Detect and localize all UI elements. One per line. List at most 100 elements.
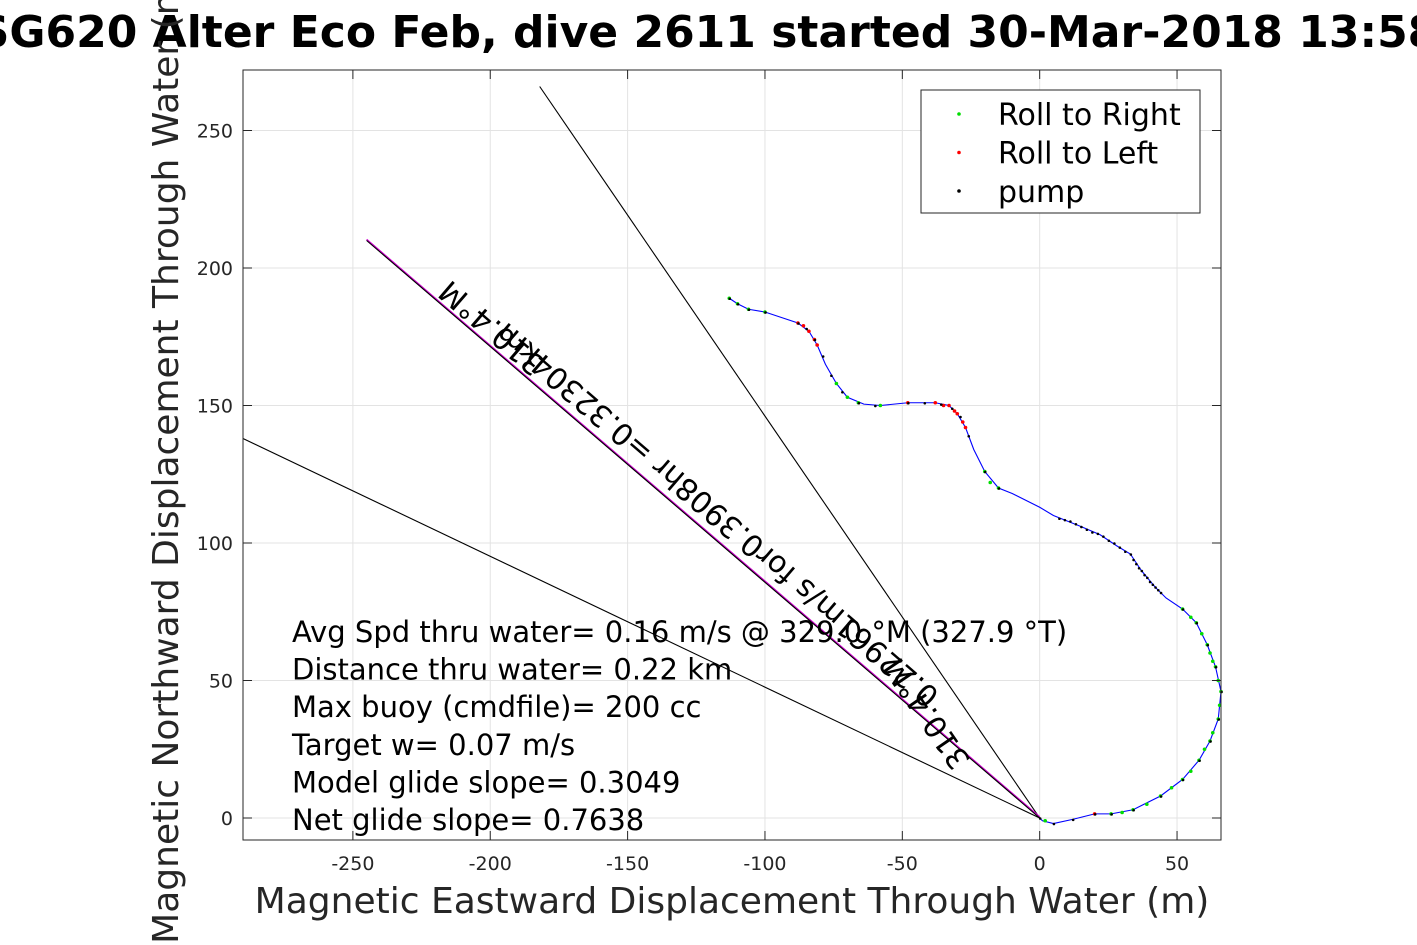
pump-marker — [797, 322, 800, 325]
roll-left-marker — [807, 329, 811, 334]
ticks: -250 -200 -150 -100 -50 0 50 0 50 100 150 200 250 — [197, 70, 1221, 875]
pump-marker — [1129, 553, 1133, 556]
pump-marker — [959, 415, 962, 419]
roll-left-marker — [941, 403, 946, 408]
pump-marker — [764, 311, 767, 314]
pump-marker — [1074, 522, 1078, 526]
pump-marker — [1151, 583, 1155, 587]
reference-line-heading — [366, 238, 1041, 818]
pump-marker — [1096, 532, 1100, 536]
roll-right-marker — [1210, 659, 1215, 664]
pump-marker — [821, 355, 825, 358]
roll-right-marker — [1169, 785, 1174, 790]
pump-marker — [967, 434, 971, 438]
pump-marker — [841, 390, 844, 394]
x-tick-label: -50 — [887, 853, 918, 875]
roll-right-marker — [1145, 802, 1149, 807]
annotation-line: Distance thru water= 0.22 km — [292, 653, 732, 687]
reference-line-ctw — [539, 86, 1041, 819]
pump-marker — [1058, 517, 1061, 521]
legend-marker — [957, 189, 961, 193]
line-label-2: 310.4°M — [877, 651, 978, 775]
roll-left-marker — [955, 411, 960, 416]
roll-left-marker — [963, 425, 968, 430]
pump-marker — [1209, 740, 1212, 743]
line-label-1: 310.4°M — [433, 273, 552, 382]
annotation-line: Model glide slope= 0.3049 — [292, 765, 680, 799]
pump-marker — [1052, 822, 1056, 826]
pump-marker — [830, 374, 833, 378]
pump-marker — [1154, 586, 1157, 589]
pump-marker — [1135, 562, 1138, 566]
pump-marker — [939, 403, 943, 406]
roll-left-marker — [815, 343, 819, 347]
pump-marker — [1137, 566, 1141, 570]
roll-right-marker — [845, 395, 850, 400]
pump-marker — [1181, 608, 1185, 611]
roll-right-marker — [1202, 747, 1207, 752]
roll-left-marker — [947, 403, 951, 408]
roll-right-marker — [1120, 810, 1124, 815]
pump-marker — [1140, 569, 1144, 573]
pump-marker — [1124, 550, 1127, 554]
reference-line-current — [243, 438, 1040, 819]
pump-marker — [1143, 573, 1146, 577]
reference-lines — [243, 86, 1041, 819]
pump-marker — [1069, 520, 1072, 523]
y-axis-label: Magnetic Northward Displacement Through … — [146, 0, 187, 944]
y-tick-label: 250 — [197, 121, 233, 143]
pump-marker — [857, 401, 861, 405]
roll-right-marker — [878, 403, 883, 408]
pump-marker — [747, 308, 751, 312]
y-tick-label: 200 — [197, 258, 233, 280]
pump-marker — [1146, 576, 1149, 580]
axes-box — [242, 69, 1222, 841]
pump-marker — [1206, 643, 1210, 647]
x-tick-label: -150 — [606, 853, 649, 875]
annotation-line: Max buoy (cmdfile)= 200 cc — [292, 690, 701, 724]
roll-right-marker — [1188, 769, 1193, 774]
pump-marker — [874, 404, 877, 408]
markers — [727, 296, 1223, 826]
pump-marker — [728, 297, 732, 301]
pump-marker — [813, 338, 817, 342]
pump-marker — [997, 487, 1001, 490]
pump-marker — [1159, 795, 1163, 798]
pump-marker — [1102, 535, 1105, 538]
pump-marker — [1091, 531, 1094, 534]
dive-track — [728, 297, 1222, 825]
roll-right-marker — [1199, 631, 1204, 636]
pump-marker — [1093, 813, 1097, 816]
roll-right-marker — [1208, 651, 1212, 655]
pump-marker — [983, 470, 987, 474]
chart-title: SG620 Alter Eco Feb, dive 2611 started 3… — [0, 7, 1417, 58]
pump-marker — [736, 302, 740, 306]
roll-right-marker — [1210, 730, 1215, 735]
pump-marker — [923, 401, 927, 405]
pump-marker — [805, 327, 808, 331]
legend-box — [920, 89, 1201, 214]
pump-marker — [1132, 558, 1135, 562]
pump-marker — [1118, 546, 1122, 549]
x-tick-label: -100 — [743, 853, 786, 875]
legend-label: pump — [998, 175, 1084, 210]
pump-marker — [1132, 808, 1135, 812]
annotations: Avg Spd thru water= 0.16 m/s @ 329.0 °M … — [291, 615, 1067, 837]
pump-marker — [1038, 817, 1042, 820]
pump-marker — [1113, 542, 1116, 545]
annotation-line: Net glide slope= 0.7638 — [292, 803, 644, 837]
legend-label: Roll to Left — [998, 137, 1158, 172]
legend-marker — [957, 112, 961, 116]
roll-left-marker — [801, 323, 806, 328]
pump-marker — [1195, 621, 1199, 625]
reference-line-heading-shadow — [366, 240, 1041, 819]
pump-marker — [1071, 818, 1075, 822]
x-axis-label: Magnetic Eastward Displacement Through W… — [255, 881, 1210, 922]
y-tick-label: 50 — [209, 671, 233, 693]
pump-marker — [1217, 718, 1221, 721]
pump-marker — [1085, 528, 1089, 532]
x-tick-label: -250 — [331, 853, 374, 875]
x-tick-label: 0 — [1034, 853, 1046, 875]
